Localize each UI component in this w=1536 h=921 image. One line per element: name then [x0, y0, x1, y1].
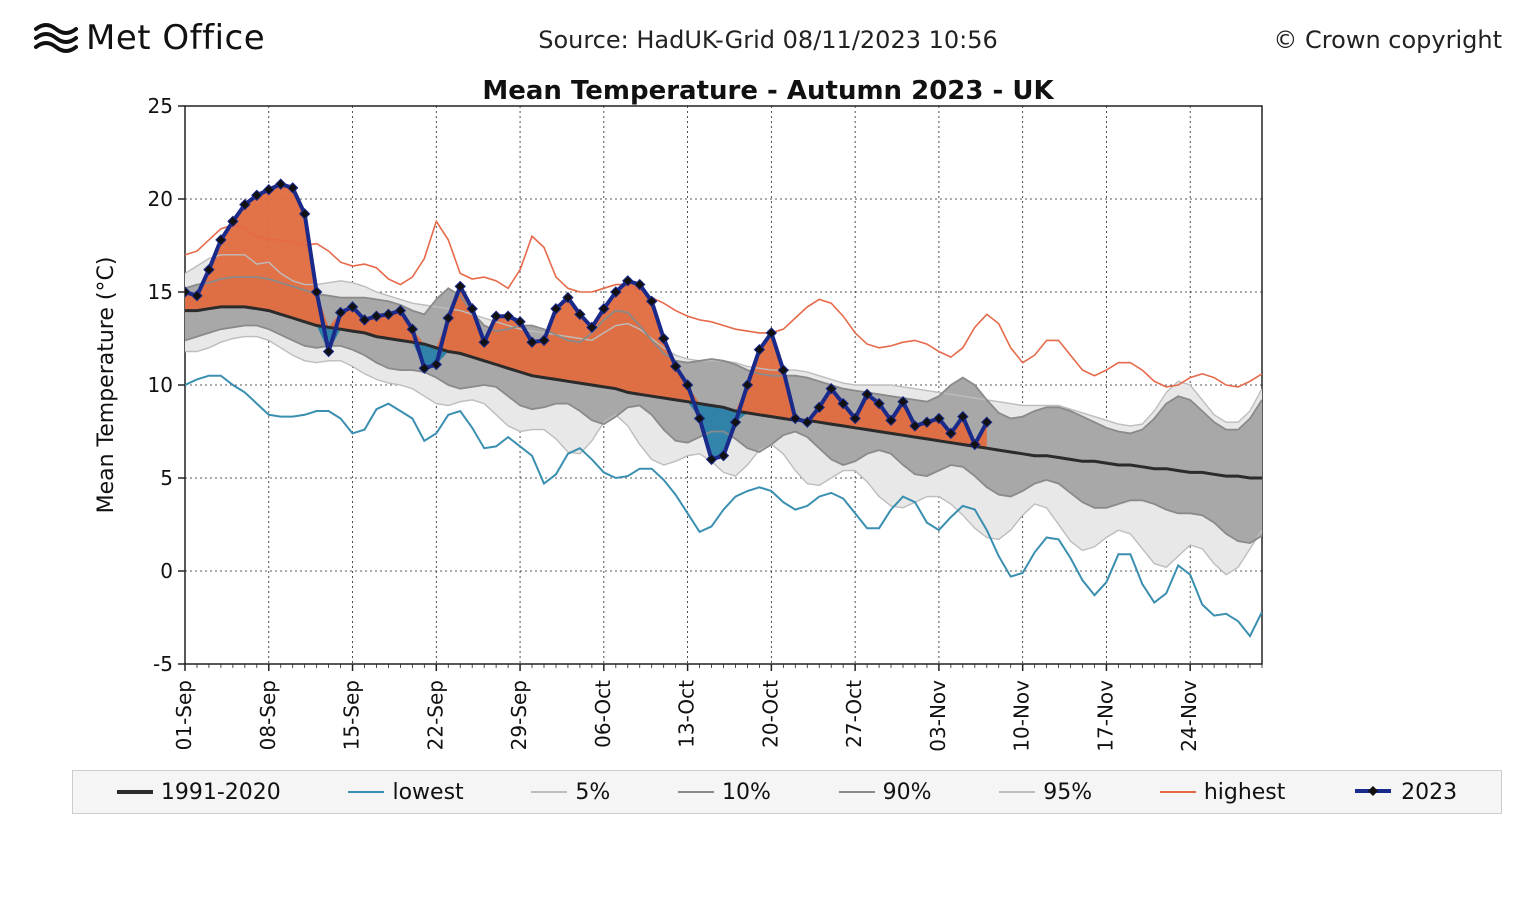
svg-text:20: 20	[148, 187, 173, 211]
svg-text:13-Oct: 13-Oct	[675, 680, 699, 748]
legend-label: 90%	[883, 780, 932, 805]
svg-text:10: 10	[148, 373, 173, 397]
svg-text:06-Oct: 06-Oct	[591, 680, 615, 748]
svg-text:5: 5	[160, 466, 173, 490]
legend-label: 10%	[722, 780, 771, 805]
svg-text:15-Sep: 15-Sep	[340, 680, 364, 750]
svg-text:Mean Temperature (°C): Mean Temperature (°C)	[94, 257, 119, 514]
svg-text:08-Sep: 08-Sep	[256, 680, 280, 750]
svg-text:25: 25	[148, 94, 173, 118]
legend-label: 2023	[1401, 780, 1457, 805]
legend-mean: 1991-2020	[109, 780, 289, 805]
legend-swatch	[531, 791, 567, 793]
legend-label: lowest	[392, 780, 463, 805]
legend-2023: 2023	[1345, 780, 1465, 805]
svg-text:0: 0	[160, 559, 173, 583]
svg-text:24-Nov: 24-Nov	[1177, 680, 1201, 752]
legend-lowest: lowest	[340, 780, 471, 805]
chart-container: Met Office Source: HadUK-Grid 08/11/2023…	[0, 0, 1536, 921]
svg-text:01-Sep: 01-Sep	[172, 680, 196, 750]
legend-highest: highest	[1152, 780, 1294, 805]
svg-text:03-Nov: 03-Nov	[926, 680, 950, 752]
legend-p95: 95%	[991, 780, 1100, 805]
legend-swatch	[117, 790, 153, 794]
svg-text:29-Sep: 29-Sep	[507, 680, 531, 750]
legend-swatch	[1353, 780, 1393, 805]
legend-p90: 90%	[831, 780, 940, 805]
legend-swatch	[1160, 791, 1196, 793]
svg-text:27-Oct: 27-Oct	[842, 680, 866, 748]
legend-p5: 5%	[523, 780, 618, 805]
legend: 1991-2020 lowest 5% 10% 90% 95% highest 2023	[72, 770, 1502, 814]
svg-text:20-Oct: 20-Oct	[758, 680, 782, 748]
legend-swatch	[678, 791, 714, 793]
svg-text:22-Sep: 22-Sep	[423, 680, 447, 750]
svg-text:15: 15	[148, 280, 173, 304]
legend-p10: 10%	[670, 780, 779, 805]
legend-label: 1991-2020	[161, 780, 281, 805]
legend-swatch	[839, 791, 875, 793]
svg-text:10-Nov: 10-Nov	[1010, 680, 1034, 752]
legend-swatch	[999, 791, 1035, 793]
legend-label: 5%	[575, 780, 610, 805]
legend-label: 95%	[1043, 780, 1092, 805]
svg-text:17-Nov: 17-Nov	[1093, 680, 1117, 752]
legend-swatch	[348, 791, 384, 793]
svg-text:-5: -5	[153, 652, 173, 676]
legend-label: highest	[1204, 780, 1286, 805]
